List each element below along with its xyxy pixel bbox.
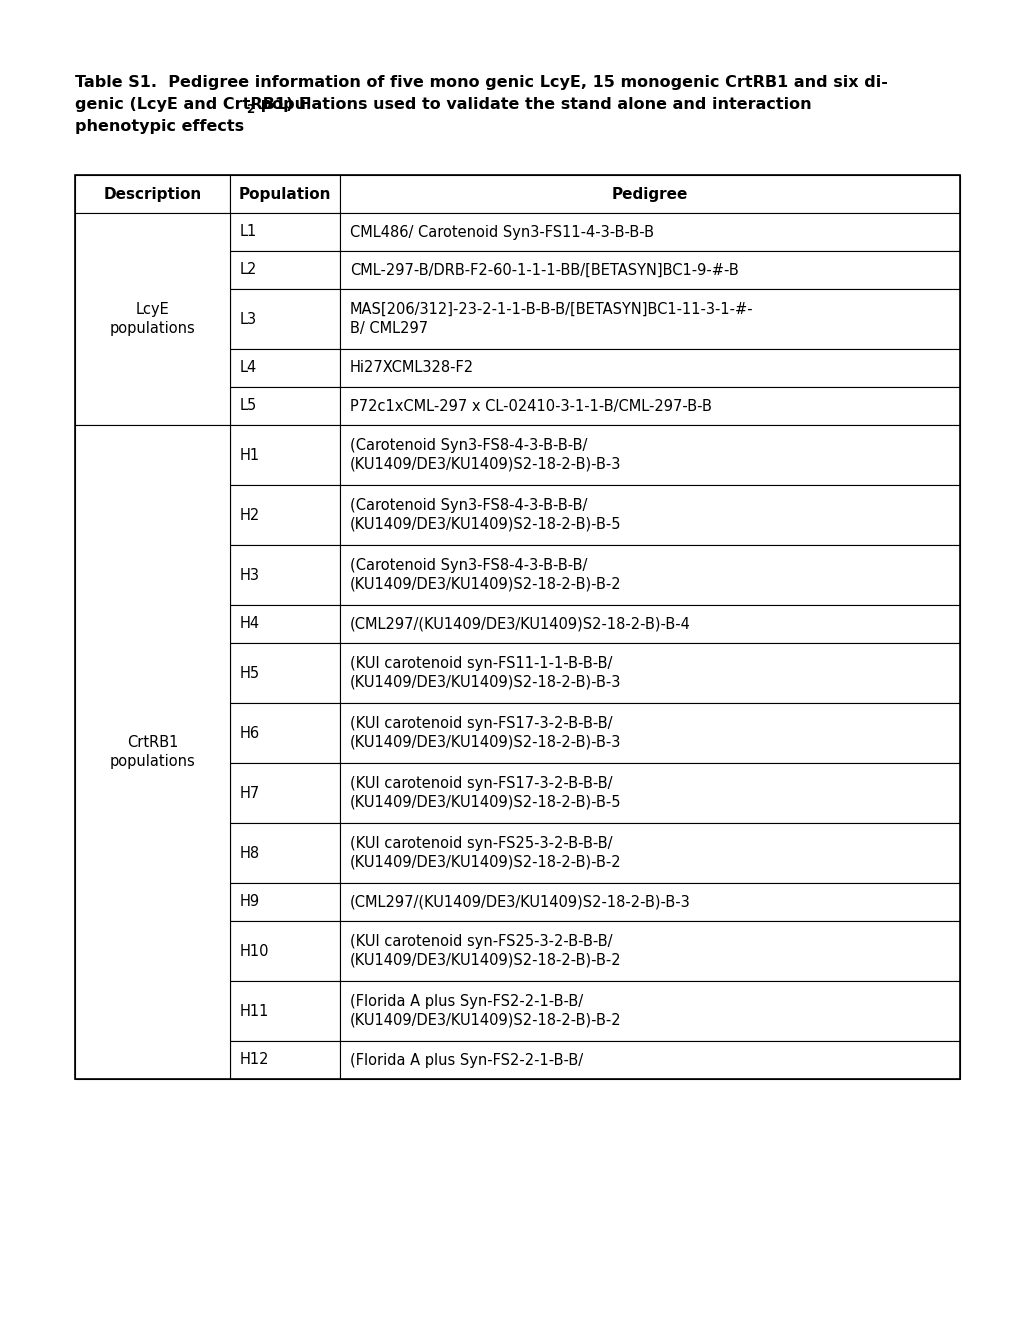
Bar	[229, 822, 339, 883]
Bar	[339, 883, 959, 921]
Bar	[339, 1041, 959, 1078]
Bar	[339, 289, 959, 348]
Text: (CML297/(KU1409/DE3/KU1409)S2-18-2-B)-B-3: (CML297/(KU1409/DE3/KU1409)S2-18-2-B)-B-…	[350, 895, 690, 909]
Text: H1: H1	[239, 447, 260, 462]
Text: (Carotenoid Syn3-FS8-4-3-B-B-B/
(KU1409/DE3/KU1409)S2-18-2-B)-B-2: (Carotenoid Syn3-FS8-4-3-B-B-B/ (KU1409/…	[350, 558, 621, 591]
Text: 2: 2	[246, 103, 254, 116]
Bar	[229, 348, 339, 387]
Text: H6: H6	[239, 726, 260, 741]
Bar	[339, 484, 959, 545]
Text: (KUI carotenoid syn-FS17-3-2-B-B-B/
(KU1409/DE3/KU1409)S2-18-2-B)-B-5: (KUI carotenoid syn-FS17-3-2-B-B-B/ (KU1…	[350, 776, 621, 809]
Bar	[229, 387, 339, 425]
Bar	[339, 545, 959, 605]
Bar	[229, 1041, 339, 1078]
Bar	[339, 921, 959, 981]
Bar	[339, 763, 959, 822]
Text: MAS[206/312]-23-2-1-1-B-B-B/[BETASYN]BC1-11-3-1-#-
B/ CML297: MAS[206/312]-23-2-1-1-B-B-B/[BETASYN]BC1…	[350, 302, 753, 335]
Text: Pedigree: Pedigree	[611, 186, 688, 202]
Bar	[229, 883, 339, 921]
Bar	[75, 176, 959, 1078]
Bar	[229, 605, 339, 643]
Text: (KUI carotenoid syn-FS11-1-1-B-B-B/
(KU1409/DE3/KU1409)S2-18-2-B)-B-3: (KUI carotenoid syn-FS11-1-1-B-B-B/ (KU1…	[350, 656, 621, 690]
Text: H5: H5	[239, 665, 260, 681]
Bar	[75, 213, 229, 425]
Text: Description: Description	[103, 186, 202, 202]
Bar	[339, 251, 959, 289]
Text: H11: H11	[239, 1003, 269, 1019]
Text: (KUI carotenoid syn-FS25-3-2-B-B-B/
(KU1409/DE3/KU1409)S2-18-2-B)-B-2: (KUI carotenoid syn-FS25-3-2-B-B-B/ (KU1…	[350, 935, 621, 968]
Bar	[229, 704, 339, 763]
Text: (Carotenoid Syn3-FS8-4-3-B-B-B/
(KU1409/DE3/KU1409)S2-18-2-B)-B-5: (Carotenoid Syn3-FS8-4-3-B-B-B/ (KU1409/…	[350, 498, 621, 532]
Text: genic (LcyE and CrtRB1) F: genic (LcyE and CrtRB1) F	[75, 96, 310, 112]
Text: populations used to validate the stand alone and interaction: populations used to validate the stand a…	[255, 96, 811, 112]
Text: L2: L2	[239, 263, 257, 277]
Text: H7: H7	[239, 785, 260, 800]
Bar	[75, 425, 229, 1078]
Bar	[229, 763, 339, 822]
Text: H9: H9	[239, 895, 260, 909]
Bar	[229, 213, 339, 251]
Text: phenotypic effects: phenotypic effects	[75, 119, 244, 135]
Text: L1: L1	[239, 224, 257, 239]
Bar	[75, 176, 229, 213]
Bar	[229, 176, 339, 213]
Text: Hi27XCML328-F2: Hi27XCML328-F2	[350, 360, 474, 375]
Bar	[229, 921, 339, 981]
Bar	[229, 484, 339, 545]
Bar	[339, 822, 959, 883]
Text: LcyE
populations: LcyE populations	[109, 301, 196, 337]
Text: L3: L3	[239, 312, 257, 326]
Text: H8: H8	[239, 846, 260, 861]
Text: CML-297-B/DRB-F2-60-1-1-1-BB/[BETASYN]BC1-9-#-B: CML-297-B/DRB-F2-60-1-1-1-BB/[BETASYN]BC…	[350, 263, 738, 277]
Text: Population: Population	[238, 186, 331, 202]
Text: (Florida A plus Syn-FS2-2-1-B-B/: (Florida A plus Syn-FS2-2-1-B-B/	[350, 1052, 583, 1068]
Bar	[339, 425, 959, 484]
Text: (KUI carotenoid syn-FS17-3-2-B-B-B/
(KU1409/DE3/KU1409)S2-18-2-B)-B-3: (KUI carotenoid syn-FS17-3-2-B-B-B/ (KU1…	[350, 717, 621, 750]
Text: H10: H10	[239, 944, 269, 958]
Bar	[229, 545, 339, 605]
Bar	[339, 213, 959, 251]
Bar	[229, 289, 339, 348]
Text: L4: L4	[239, 360, 257, 375]
Text: H12: H12	[239, 1052, 269, 1068]
Bar	[339, 605, 959, 643]
Bar	[229, 981, 339, 1041]
Bar	[229, 425, 339, 484]
Text: H2: H2	[239, 507, 260, 523]
Text: (CML297/(KU1409/DE3/KU1409)S2-18-2-B)-B-4: (CML297/(KU1409/DE3/KU1409)S2-18-2-B)-B-…	[350, 616, 690, 631]
Text: L5: L5	[239, 399, 257, 413]
Bar	[229, 643, 339, 704]
Bar	[339, 981, 959, 1041]
Bar	[339, 643, 959, 704]
Text: H3: H3	[239, 568, 260, 582]
Bar	[229, 251, 339, 289]
Text: Table S1.  Pedigree information of five mono genic LcyE, 15 monogenic CrtRB1 and: Table S1. Pedigree information of five m…	[75, 75, 887, 90]
Bar	[339, 348, 959, 387]
Text: CML486/ Carotenoid Syn3-FS11-4-3-B-B-B: CML486/ Carotenoid Syn3-FS11-4-3-B-B-B	[350, 224, 653, 239]
Bar	[339, 176, 959, 213]
Bar	[339, 387, 959, 425]
Text: (KUI carotenoid syn-FS25-3-2-B-B-B/
(KU1409/DE3/KU1409)S2-18-2-B)-B-2: (KUI carotenoid syn-FS25-3-2-B-B-B/ (KU1…	[350, 836, 621, 870]
Text: (Florida A plus Syn-FS2-2-1-B-B/
(KU1409/DE3/KU1409)S2-18-2-B)-B-2: (Florida A plus Syn-FS2-2-1-B-B/ (KU1409…	[350, 994, 621, 1028]
Text: H4: H4	[239, 616, 260, 631]
Text: CrtRB1
populations: CrtRB1 populations	[109, 735, 196, 770]
Text: P72c1xCML-297 x CL-02410-3-1-1-B/CML-297-B-B: P72c1xCML-297 x CL-02410-3-1-1-B/CML-297…	[350, 399, 711, 413]
Text: (Carotenoid Syn3-FS8-4-3-B-B-B/
(KU1409/DE3/KU1409)S2-18-2-B)-B-3: (Carotenoid Syn3-FS8-4-3-B-B-B/ (KU1409/…	[350, 438, 621, 471]
Bar	[339, 704, 959, 763]
